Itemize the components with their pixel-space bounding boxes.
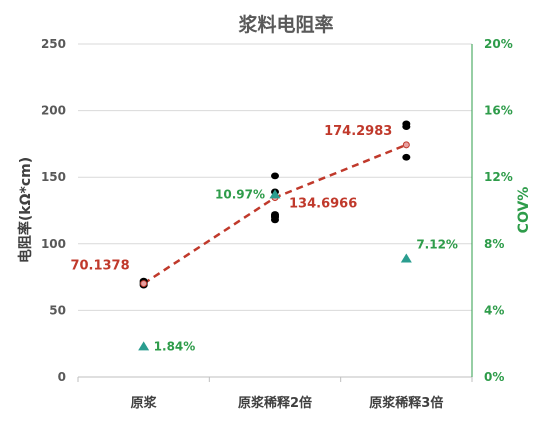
mean-marker <box>402 141 410 149</box>
data-labels-layer: 70.1378 134.6966 174.2983 1.84% 10.97% 7.12% <box>70 124 458 354</box>
y-tick-right: 4% <box>484 303 504 317</box>
cov-data-label: 7.12% <box>416 237 458 251</box>
mean-data-label: 70.1378 <box>70 259 129 274</box>
ticks-layer: 0 50 100 150 200 250 0% 4% 8% 12% 16% 20% <box>41 37 513 384</box>
x-category-label: 原浆稀释3倍 <box>369 395 443 411</box>
y-tick-right: 8% <box>484 237 504 251</box>
mean-data-label: 174.2983 <box>324 124 392 139</box>
y-tick-right: 0% <box>484 370 504 384</box>
sample-point <box>271 211 279 218</box>
mean-marker <box>140 280 148 288</box>
y-axis-right-title: COV% <box>516 187 532 234</box>
mean-data-label: 134.6966 <box>289 197 357 212</box>
x-category-label: 原浆稀释2倍 <box>238 395 312 411</box>
y-tick-left: 100 <box>41 237 66 251</box>
y-axis-left-title: 电阻率(kΩ*cm) <box>17 157 34 263</box>
cov-marker <box>138 341 150 351</box>
sample-point <box>402 153 411 161</box>
sample-point <box>402 120 411 128</box>
sample-point <box>271 172 279 180</box>
category-labels: 原浆 原浆稀释2倍 原浆稀释3倍 <box>131 395 444 411</box>
y-tick-right: 12% <box>484 170 513 184</box>
y-tick-left: 200 <box>41 104 66 118</box>
axes-layer <box>77 44 473 382</box>
y-tick-left: 250 <box>41 37 66 51</box>
y-tick-right: 20% <box>484 37 513 51</box>
sample-points-layer <box>139 120 411 289</box>
y-tick-left: 0 <box>58 370 66 384</box>
chart-title: 浆料电阻率 <box>238 13 333 36</box>
cov-marker <box>269 189 281 199</box>
cov-data-label: 1.84% <box>154 339 196 353</box>
y-tick-left: 150 <box>41 170 66 184</box>
y-tick-left: 50 <box>49 303 66 317</box>
cov-markers-layer <box>138 189 412 351</box>
x-category-label: 原浆 <box>131 395 158 411</box>
y-tick-right: 16% <box>484 104 513 118</box>
cov-marker <box>400 253 412 263</box>
cov-data-label: 10.97% <box>215 187 265 201</box>
